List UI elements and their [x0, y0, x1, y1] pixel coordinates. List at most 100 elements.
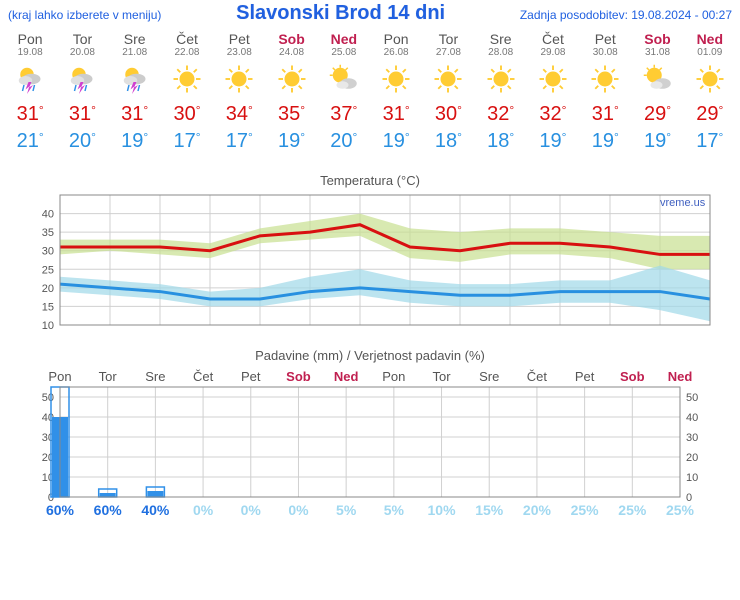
icon-row — [0, 58, 740, 101]
low-temp: 17° — [684, 130, 736, 153]
weather-icon — [265, 64, 317, 99]
day-header: Sob24.08 — [265, 31, 317, 58]
day-header: Tor20.08 — [56, 31, 108, 58]
day-date: 21.08 — [109, 47, 161, 58]
svg-text:50: 50 — [42, 392, 54, 404]
high-temp: 31° — [370, 103, 422, 126]
svg-text:Sob: Sob — [286, 369, 311, 384]
weather-icon — [422, 64, 474, 99]
precip-chart: PonTorSreČetPetSobNedPonTorSreČetPetSobN… — [20, 365, 720, 535]
svg-text:25%: 25% — [618, 502, 647, 518]
high-temp: 34° — [213, 103, 265, 126]
svg-text:Pet: Pet — [241, 369, 261, 384]
high-temp: 31° — [579, 103, 631, 126]
svg-text:40%: 40% — [141, 502, 170, 518]
precip-chart-section: Padavine (mm) / Verjetnost padavin (%) P… — [0, 348, 740, 535]
low-temp: 17° — [213, 130, 265, 153]
svg-text:60%: 60% — [46, 502, 75, 518]
day-name: Pet — [579, 31, 631, 47]
day-name: Pon — [370, 31, 422, 47]
low-temp: 20° — [56, 130, 108, 153]
svg-text:Čet: Čet — [193, 369, 214, 384]
weather-icon — [213, 64, 265, 99]
svg-text:Čet: Čet — [527, 369, 548, 384]
page-title: Slavonski Brod 14 dni — [161, 2, 519, 25]
day-names-row: Pon19.08Tor20.08Sre21.08Čet22.08Pet23.08… — [0, 27, 740, 58]
high-temp: 35° — [265, 103, 317, 126]
svg-text:Sob: Sob — [620, 369, 645, 384]
low-temp: 19° — [109, 130, 161, 153]
menu-note: (kraj lahko izberete v meniju) — [8, 8, 161, 22]
day-date: 01.09 — [684, 47, 736, 58]
weather-icon — [527, 64, 579, 99]
svg-text:40: 40 — [42, 209, 54, 221]
high-temp-row: 31°31°31°30°34°35°37°31°30°32°32°31°29°2… — [0, 101, 740, 128]
day-header: Tor27.08 — [422, 31, 474, 58]
day-header: Pon19.08 — [4, 31, 56, 58]
high-temp: 30° — [161, 103, 213, 126]
day-name: Čet — [527, 31, 579, 47]
svg-text:0%: 0% — [288, 502, 309, 518]
svg-text:20: 20 — [42, 283, 54, 295]
day-date: 29.08 — [527, 47, 579, 58]
svg-text:25%: 25% — [666, 502, 695, 518]
svg-text:Sre: Sre — [145, 369, 165, 384]
svg-text:60%: 60% — [94, 502, 123, 518]
high-temp: 31° — [4, 103, 56, 126]
update-label: Zadnja posodobitev: 19.08.2024 - 00:27 — [520, 8, 732, 22]
day-date: 22.08 — [161, 47, 213, 58]
high-temp: 31° — [56, 103, 108, 126]
weather-icon — [56, 64, 108, 99]
day-header: Sre21.08 — [109, 31, 161, 58]
svg-text:30: 30 — [42, 246, 54, 258]
low-temp: 17° — [161, 130, 213, 153]
day-name: Pon — [4, 31, 56, 47]
day-name: Pet — [213, 31, 265, 47]
day-header: Ned25.08 — [318, 31, 370, 58]
low-temp: 19° — [579, 130, 631, 153]
day-date: 20.08 — [56, 47, 108, 58]
svg-text:5%: 5% — [336, 502, 357, 518]
weather-icon — [4, 64, 56, 99]
day-date: 26.08 — [370, 47, 422, 58]
temp-chart-title: Temperatura (°C) — [0, 173, 740, 188]
weather-icon — [579, 64, 631, 99]
svg-text:35: 35 — [42, 227, 54, 239]
high-temp: 29° — [631, 103, 683, 126]
day-header: Čet22.08 — [161, 31, 213, 58]
day-date: 24.08 — [265, 47, 317, 58]
precip-chart-title: Padavine (mm) / Verjetnost padavin (%) — [0, 348, 740, 363]
day-date: 23.08 — [213, 47, 265, 58]
high-temp: 31° — [109, 103, 161, 126]
weather-icon — [109, 64, 161, 99]
day-header: Pon26.08 — [370, 31, 422, 58]
day-name: Tor — [56, 31, 108, 47]
low-temp: 20° — [318, 130, 370, 153]
weather-icon — [161, 64, 213, 99]
svg-text:25: 25 — [42, 264, 54, 276]
day-date: 27.08 — [422, 47, 474, 58]
day-name: Sob — [265, 31, 317, 47]
low-temp: 19° — [527, 130, 579, 153]
high-temp: 29° — [684, 103, 736, 126]
day-date: 31.08 — [631, 47, 683, 58]
svg-text:50: 50 — [686, 392, 698, 404]
svg-text:25%: 25% — [571, 502, 600, 518]
day-date: 19.08 — [4, 47, 56, 58]
weather-icon — [631, 64, 683, 99]
low-temp: 18° — [422, 130, 474, 153]
day-header: Pet30.08 — [579, 31, 631, 58]
day-header: Čet29.08 — [527, 31, 579, 58]
svg-text:0%: 0% — [193, 502, 214, 518]
svg-text:10: 10 — [686, 472, 698, 484]
svg-text:Tor: Tor — [99, 369, 118, 384]
svg-text:15%: 15% — [475, 502, 504, 518]
low-temp: 19° — [265, 130, 317, 153]
temp-chart: 10152025303540vreme.us — [20, 190, 720, 330]
low-temp-row: 21°20°19°17°17°19°20°19°18°18°19°19°19°1… — [0, 128, 740, 155]
day-name: Ned — [684, 31, 736, 47]
day-header: Ned01.09 — [684, 31, 736, 58]
svg-text:vreme.us: vreme.us — [660, 197, 706, 209]
header: (kraj lahko izberete v meniju) Slavonski… — [0, 0, 740, 27]
temp-chart-section: Temperatura (°C) 10152025303540vreme.us — [0, 173, 740, 330]
